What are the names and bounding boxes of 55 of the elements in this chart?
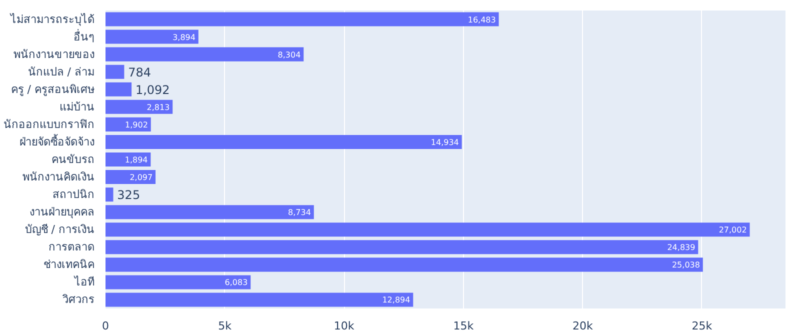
data-label: 8,304 <box>278 50 301 60</box>
y-tick-label: นักออกแบบกราฟิก <box>4 118 94 131</box>
y-tick-label: การตลาด <box>48 240 94 254</box>
y-tick-label: แม่บ้าน <box>60 100 94 114</box>
bar <box>106 170 156 184</box>
data-label: 25,038 <box>672 260 700 270</box>
data-label: 12,894 <box>382 296 410 305</box>
y-tick-label: พนักงานคิดเงิน <box>22 170 94 184</box>
bar <box>106 205 314 220</box>
y-tick-label: งานฝ่ายบุคคล <box>30 206 94 219</box>
bar <box>106 100 173 114</box>
y-tick-label: ไม่สามารถระบุได้ <box>10 12 94 26</box>
y-tick-label: ครู / ครูสอนพิเศษ <box>10 82 95 96</box>
y-tick-label: อื่นๆ <box>74 28 94 44</box>
bar <box>106 30 198 44</box>
x-tick-label: 25k <box>692 320 713 332</box>
y-tick-label: บัญชี / การเงิน <box>24 223 95 236</box>
bar <box>106 188 114 202</box>
bar <box>106 12 499 26</box>
data-label: 3,894 <box>172 32 196 42</box>
data-label: 14,934 <box>430 138 459 147</box>
bar <box>106 258 703 272</box>
y-tick-label: ฝ่ายจัดซื้อจัดจ้าง <box>20 133 94 148</box>
y-tick-label: ช่างเทคนิค <box>44 258 94 272</box>
data-label: 1,092 <box>135 82 170 97</box>
bar <box>106 222 750 237</box>
y-tick-label: นักแปล / ล่าม <box>28 65 95 78</box>
y-tick-label: วิศวกร <box>62 293 94 306</box>
data-label: 27,002 <box>718 226 747 235</box>
x-tick-label: 15k <box>453 320 474 332</box>
data-label: 6,083 <box>224 278 248 288</box>
data-label: 2,097 <box>130 173 153 182</box>
bar <box>106 82 132 96</box>
x-tick-label: 0 <box>102 320 109 332</box>
x-tick-label: 20k <box>572 320 594 332</box>
data-label: 325 <box>117 188 140 202</box>
data-label: 784 <box>128 65 152 80</box>
data-label: 24,839 <box>667 243 696 252</box>
x-tick-label: 10k <box>334 320 355 332</box>
bar <box>106 240 698 254</box>
data-label: 1,894 <box>124 156 148 164</box>
data-label: 2,813 <box>146 102 170 112</box>
data-label: 8,734 <box>288 208 311 218</box>
y-tick-label: สถาปนิก <box>52 188 94 202</box>
y-tick-label: คนขับรถ <box>52 153 94 166</box>
y-tick-label: ไอที <box>74 276 94 289</box>
data-label: 1,902 <box>125 120 148 130</box>
bar <box>106 134 462 149</box>
y-tick-label: พนักงานขายของ <box>14 48 94 61</box>
bar <box>106 292 414 307</box>
bar <box>106 47 304 62</box>
data-label: 16,483 <box>468 15 496 24</box>
bar <box>106 275 251 290</box>
x-tick-label: 5k <box>218 320 232 332</box>
bar <box>106 64 124 79</box>
